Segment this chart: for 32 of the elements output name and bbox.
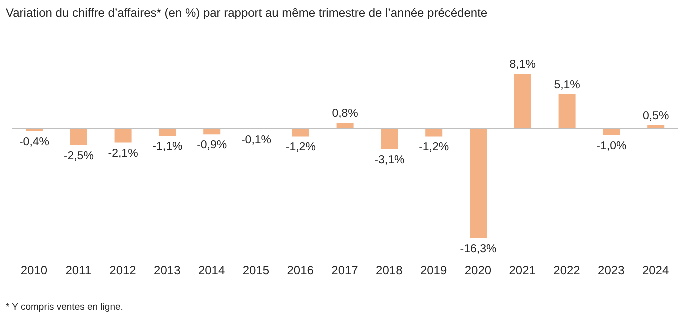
chart-title: Variation du chiffre d’affaires* (en %) par rapport au même trimestre de l’année précédente <box>6 6 489 22</box>
data-label: -3,1% <box>374 154 405 166</box>
data-label: 0,5% <box>642 110 670 122</box>
data-label: -2,1% <box>108 148 138 160</box>
x-tick-label: 2019 <box>420 264 448 278</box>
text: * Y compris ventes en ligne. <box>6 302 124 313</box>
x-tick-label: 2017 <box>332 264 359 278</box>
x-tick-label: 2018 <box>376 264 404 278</box>
data-label: 8,1% <box>510 59 536 72</box>
x-tick-label: 2015 <box>242 264 270 278</box>
data-label: -0,4% <box>19 136 50 148</box>
data-label: -1,2% <box>286 142 316 154</box>
x-tick-label: 2013 <box>154 264 182 278</box>
data-label: -0,1% <box>241 134 272 146</box>
x-tick-label: 2012 <box>110 264 137 278</box>
data-label: -1,0% <box>596 140 627 152</box>
x-tick-label: 2024 <box>642 264 670 278</box>
data-label: -1,1% <box>152 141 183 154</box>
x-tick-label: 2020 <box>464 264 492 278</box>
data-label: -0,9% <box>197 140 228 152</box>
data-label: -1,2% <box>419 142 450 154</box>
x-tick-label: 2014 <box>198 264 226 278</box>
data-label: 0,8% <box>332 108 358 120</box>
data-label: 5,1% <box>554 79 580 92</box>
x-tick-label: 2011 <box>66 264 92 278</box>
data-label: -2,5% <box>64 150 94 162</box>
x-tick-label: 2010 <box>20 264 48 278</box>
x-tick-label: 2023 <box>598 264 626 278</box>
x-tick-label: 2022 <box>554 264 581 278</box>
x-tick-label: 2016 <box>287 264 314 278</box>
x-tick-label: 2021 <box>509 264 536 278</box>
data-label: -16,3% <box>460 243 497 256</box>
